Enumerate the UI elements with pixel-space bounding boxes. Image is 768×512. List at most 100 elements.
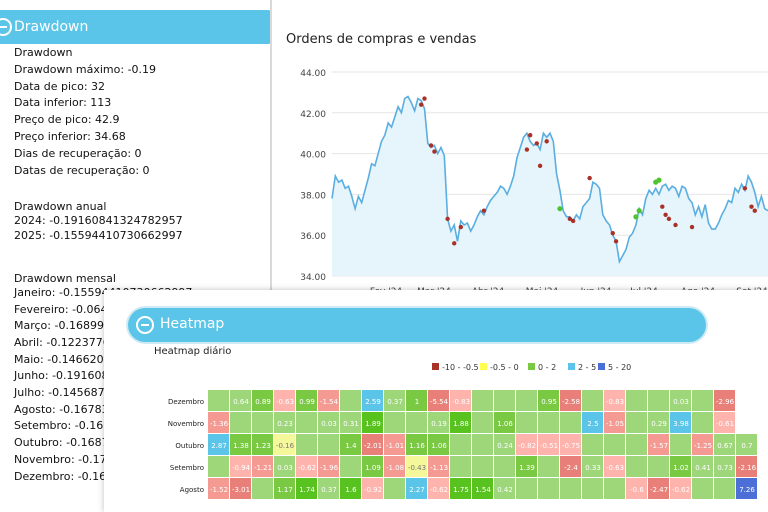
heatmap-cell[interactable] [406, 456, 427, 477]
heatmap-cell[interactable] [274, 456, 295, 477]
heatmap-cell[interactable] [340, 412, 361, 433]
heatmap-header[interactable]: Heatmap [128, 308, 706, 342]
heatmap-cell[interactable] [582, 456, 603, 477]
heatmap-cell[interactable] [648, 412, 669, 433]
heatmap-cell[interactable] [230, 434, 251, 455]
heatmap-cell[interactable] [428, 456, 449, 477]
heatmap-cell[interactable] [340, 456, 361, 477]
heatmap-cell[interactable] [494, 390, 515, 411]
heatmap-cell[interactable] [406, 478, 427, 499]
heatmap-cell[interactable] [208, 412, 229, 433]
heatmap-cell[interactable] [604, 434, 625, 455]
heatmap-cell[interactable] [648, 434, 669, 455]
heatmap-cell[interactable] [560, 456, 581, 477]
heatmap-cell[interactable] [274, 390, 295, 411]
heatmap-cell[interactable] [494, 412, 515, 433]
heatmap-cell[interactable] [516, 478, 537, 499]
heatmap-cell[interactable] [318, 434, 339, 455]
heatmap-cell[interactable] [450, 390, 471, 411]
heatmap-cell[interactable] [494, 434, 515, 455]
heatmap-cell[interactable] [252, 478, 273, 499]
heatmap-cell[interactable] [560, 478, 581, 499]
sell-order-marker[interactable] [570, 218, 576, 224]
heatmap-cell[interactable] [384, 456, 405, 477]
heatmap-cell[interactable] [296, 390, 317, 411]
heatmap-cell[interactable] [384, 390, 405, 411]
heatmap-cell[interactable] [252, 434, 273, 455]
heatmap-cell[interactable] [538, 390, 559, 411]
collapse-icon[interactable] [136, 316, 154, 334]
heatmap-cell[interactable] [472, 412, 493, 433]
heatmap-cell[interactable] [230, 412, 251, 433]
heatmap-cell[interactable] [450, 434, 471, 455]
heatmap-cell[interactable] [230, 478, 251, 499]
heatmap-cell[interactable] [692, 478, 713, 499]
heatmap-cell[interactable] [670, 412, 691, 433]
heatmap-cell[interactable] [384, 412, 405, 433]
sell-order-marker[interactable] [452, 241, 457, 246]
heatmap-cell[interactable] [296, 456, 317, 477]
sell-order-marker[interactable] [445, 216, 450, 222]
heatmap-cell[interactable] [692, 434, 713, 455]
sell-order-marker[interactable] [534, 141, 539, 146]
heatmap-cell[interactable] [626, 390, 647, 411]
heatmap-cell[interactable] [516, 390, 537, 411]
heatmap-cell[interactable] [736, 434, 757, 455]
heatmap-cell[interactable] [450, 412, 471, 433]
heatmap-cell[interactable] [252, 412, 273, 433]
heatmap-cell[interactable] [670, 434, 691, 455]
heatmap-cell[interactable] [318, 412, 339, 433]
heatmap-cell[interactable] [362, 390, 383, 411]
heatmap-cell[interactable] [208, 434, 229, 455]
sell-order-marker[interactable] [458, 224, 464, 230]
heatmap-cell[interactable] [560, 434, 581, 455]
sell-order-marker[interactable] [689, 224, 695, 230]
heatmap-cell[interactable] [538, 478, 559, 499]
heatmap-cell[interactable] [604, 478, 625, 499]
sell-order-marker[interactable] [613, 239, 619, 244]
heatmap-cell[interactable] [604, 412, 625, 433]
heatmap-cell[interactable] [230, 456, 251, 477]
heatmap-cell[interactable] [318, 478, 339, 499]
heatmap-cell[interactable] [714, 478, 735, 499]
heatmap-cell[interactable] [736, 478, 757, 499]
heatmap-cell[interactable] [692, 390, 713, 411]
heatmap-cell[interactable] [670, 456, 691, 477]
heatmap-cell[interactable] [714, 412, 735, 433]
heatmap-cell[interactable] [516, 434, 537, 455]
sell-order-marker[interactable] [666, 216, 672, 222]
collapse-icon[interactable] [0, 18, 12, 36]
heatmap-cell[interactable] [560, 390, 581, 411]
sell-order-marker[interactable] [673, 222, 678, 228]
heatmap-cell[interactable] [582, 412, 603, 433]
sell-order-marker[interactable] [524, 147, 530, 152]
heatmap-cell[interactable] [230, 390, 251, 411]
heatmap-cell[interactable] [252, 456, 273, 477]
heatmap-cell[interactable] [692, 456, 713, 477]
sell-order-marker[interactable] [567, 216, 573, 222]
heatmap-cell[interactable] [648, 478, 669, 499]
heatmap-cell[interactable] [428, 390, 449, 411]
heatmap-cell[interactable] [472, 456, 493, 477]
heatmap-cell[interactable] [340, 390, 361, 411]
heatmap-cell[interactable] [428, 478, 449, 499]
buy-order-marker[interactable] [636, 208, 642, 214]
sell-order-marker[interactable] [587, 175, 592, 181]
heatmap-cell[interactable] [494, 478, 515, 499]
heatmap-cell[interactable] [428, 434, 449, 455]
heatmap-cell[interactable] [274, 478, 295, 499]
heatmap-cell[interactable] [582, 390, 603, 411]
sell-order-marker[interactable] [660, 204, 665, 209]
heatmap-cell[interactable] [538, 412, 559, 433]
sell-order-marker[interactable] [537, 163, 543, 169]
heatmap-cell[interactable] [472, 478, 493, 499]
heatmap-cell[interactable] [406, 390, 427, 411]
heatmap-cell[interactable] [450, 456, 471, 477]
heatmap-cell[interactable] [340, 434, 361, 455]
heatmap-cell[interactable] [604, 456, 625, 477]
sell-order-marker[interactable] [481, 208, 487, 213]
drawdown-header[interactable]: Drawdown [0, 10, 270, 44]
heatmap-cell[interactable] [208, 478, 229, 499]
heatmap-cell[interactable] [560, 412, 581, 433]
